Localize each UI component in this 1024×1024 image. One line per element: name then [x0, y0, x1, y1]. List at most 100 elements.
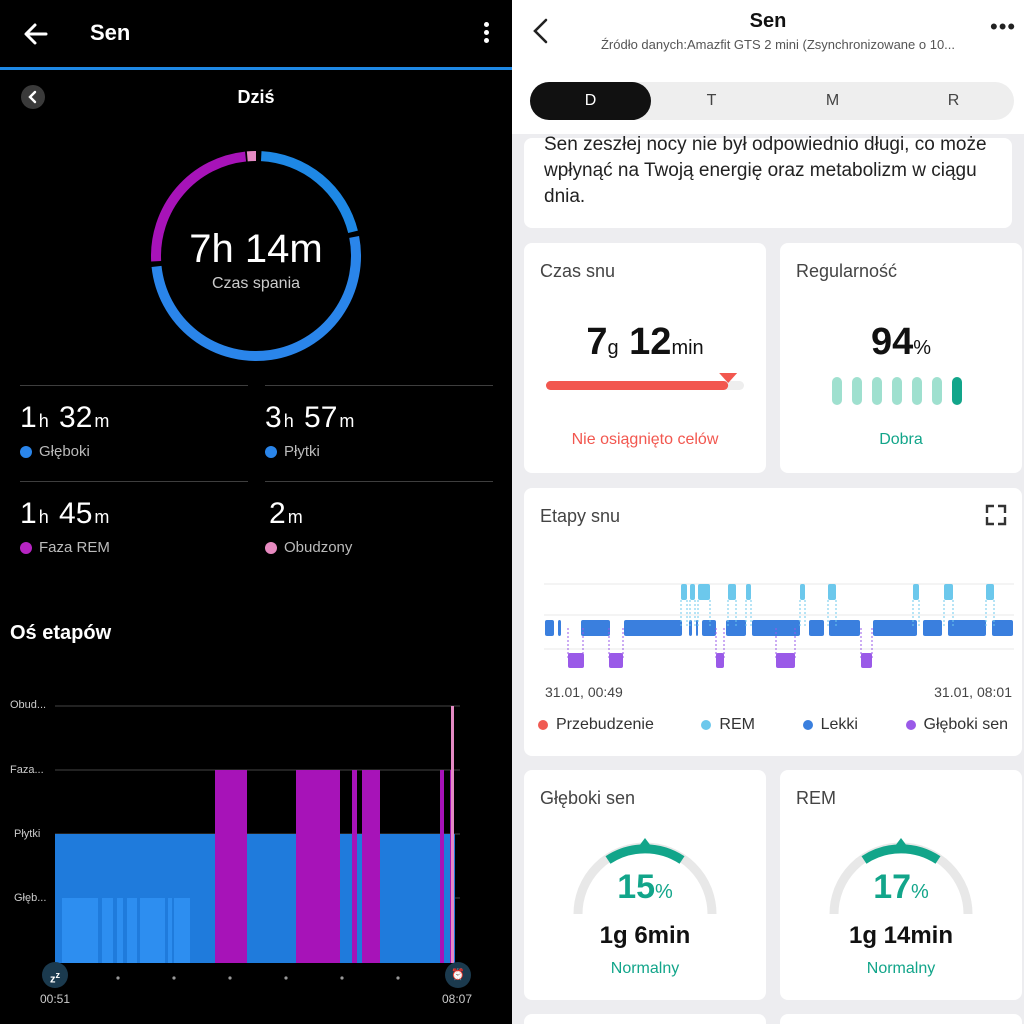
timeline-deep-block — [117, 898, 123, 963]
timeline-rem-block — [215, 770, 247, 963]
stages-rem-block — [913, 584, 919, 600]
legend-deep: Głęboki sen — [905, 716, 1008, 734]
timeline-title: Oś etapów — [10, 622, 112, 644]
y-label-light: Płytki — [14, 828, 41, 840]
stages-light-block — [829, 620, 860, 636]
data-source: Źródło danych:Amazfit GTS 2 mini (Zsynch… — [600, 37, 956, 52]
tab-month[interactable]: M — [825, 92, 840, 109]
timeline-deep-block — [140, 898, 165, 963]
more-dots-icon[interactable]: ••• — [990, 14, 1017, 39]
stages-light-block — [545, 620, 554, 636]
regularity-bar — [872, 377, 882, 405]
top-app-bar: Sen — [0, 0, 512, 68]
deep-sleep-title: Głęboki sen — [540, 788, 636, 808]
stages-rem-block — [944, 584, 953, 600]
timeline-tick — [340, 976, 344, 980]
timeline-tick — [116, 976, 120, 980]
end-time: 08:07 — [442, 992, 473, 1006]
stages-rem-block — [690, 584, 695, 600]
timeline-deep-block — [127, 898, 137, 963]
stages-start-time: 31.01, 00:49 — [545, 684, 623, 700]
total-sleep-value: 7h 14m — [189, 227, 323, 271]
sleep-goal-progress — [546, 373, 744, 390]
stages-light-block — [948, 620, 986, 636]
regularity-bar — [892, 377, 902, 405]
regularity-status: Dobra — [879, 431, 923, 448]
legend-light: Lekki — [802, 716, 858, 734]
stages-light-block — [809, 620, 824, 636]
rem-duration: 1g 14min — [848, 922, 954, 949]
sleep-stages-card[interactable]: Etapy snu 31.01, 00:49 31.01, 08:01 Prze… — [524, 488, 1022, 756]
header: Sen Źródło danych:Amazfit GTS 2 mini (Zs… — [512, 0, 1024, 134]
previous-day-button[interactable] — [21, 85, 45, 109]
sleep-time-status: Nie osiągnięto celów — [571, 431, 719, 448]
more-options-icon[interactable] — [474, 20, 498, 48]
timeline-rem-block — [440, 770, 444, 963]
stages-light-block — [992, 620, 1013, 636]
chevron-left-icon — [28, 90, 37, 104]
timeline-deep-block — [174, 898, 190, 963]
regularity-value: 94% — [870, 321, 932, 363]
stages-light-block — [923, 620, 942, 636]
stages-rem-block — [681, 584, 687, 600]
next-card — [780, 1014, 1022, 1024]
regularity-bars — [832, 377, 962, 405]
header-title: Sen — [749, 10, 787, 32]
timeline-deep-block — [168, 898, 172, 963]
timeline-deep-block — [62, 898, 98, 963]
summary-message: Sen zeszłej nocy nie był odpowiednio dłu… — [544, 134, 987, 207]
stages-light-block — [873, 620, 917, 636]
rem-card[interactable]: REM 17% 1g 14min Normalny — [780, 770, 1022, 1000]
day-label: Dziś — [237, 87, 275, 107]
stages-light-block — [696, 620, 698, 636]
timeline-tick — [172, 976, 176, 980]
sleep-time-value: 7g 12min — [586, 321, 704, 363]
right-screenshot: Sen zeszłej nocy nie był odpowiednio dłu… — [512, 0, 1024, 1024]
y-label-deep: Głęb... — [14, 892, 47, 904]
period-tabs: D T M R — [530, 82, 1014, 120]
stages-rem-block — [800, 584, 805, 600]
deep-sleep-card[interactable]: Głęboki sen 15% 1g 6min Normalny — [524, 770, 766, 1000]
stages-light-block — [558, 620, 561, 636]
stage-timeline-chart — [55, 705, 460, 980]
regularity-card[interactable]: Regularność 94% Dobra — [780, 243, 1022, 473]
title-underline — [0, 67, 512, 70]
regularity-bar — [912, 377, 922, 405]
rem-status: Normalny — [866, 960, 936, 977]
stages-deep-block — [861, 653, 872, 668]
sleep-start-icon: zz — [42, 962, 68, 988]
stat-awake-label: Obudzony — [284, 539, 353, 556]
tab-week[interactable]: T — [706, 92, 717, 109]
timeline-rem-block — [362, 770, 380, 963]
deep-sleep-status: Normalny — [610, 960, 680, 977]
stages-light-block — [581, 620, 610, 636]
tab-day[interactable]: D — [530, 82, 651, 120]
ring-segment-light — [260, 151, 358, 234]
stat-light-label: Płytki — [284, 443, 320, 460]
deep-sleep-gauge — [573, 838, 717, 915]
stages-deep-block — [568, 653, 584, 668]
stat-rem-label: Faza REM — [39, 539, 110, 556]
deep-sleep-duration: 1g 6min — [599, 922, 691, 949]
deep-sleep-percent: 15% — [617, 868, 673, 906]
stages-legend: Przebudzenie REM Lekki Głęboki sen — [538, 716, 1008, 734]
expand-icon[interactable] — [985, 504, 1007, 526]
stages-light-block — [689, 620, 692, 636]
regularity-bar — [932, 377, 942, 405]
legend-rem: REM — [701, 716, 755, 734]
sleep-time-card[interactable]: Czas snu 7g 12min Nie osiągnięto celów — [524, 243, 766, 473]
screen-title: Sen — [90, 20, 131, 45]
timeline-deep-block — [102, 898, 113, 963]
stages-light-block — [726, 620, 746, 636]
tab-year[interactable]: R — [947, 92, 960, 109]
timeline-tick — [284, 976, 288, 980]
stages-end-time: 31.01, 08:01 — [934, 684, 1012, 700]
back-chevron-icon[interactable] — [530, 16, 552, 46]
back-arrow-icon[interactable] — [20, 18, 52, 50]
sleep-time-title: Czas snu — [540, 261, 616, 281]
start-time: 00:51 — [40, 992, 71, 1006]
